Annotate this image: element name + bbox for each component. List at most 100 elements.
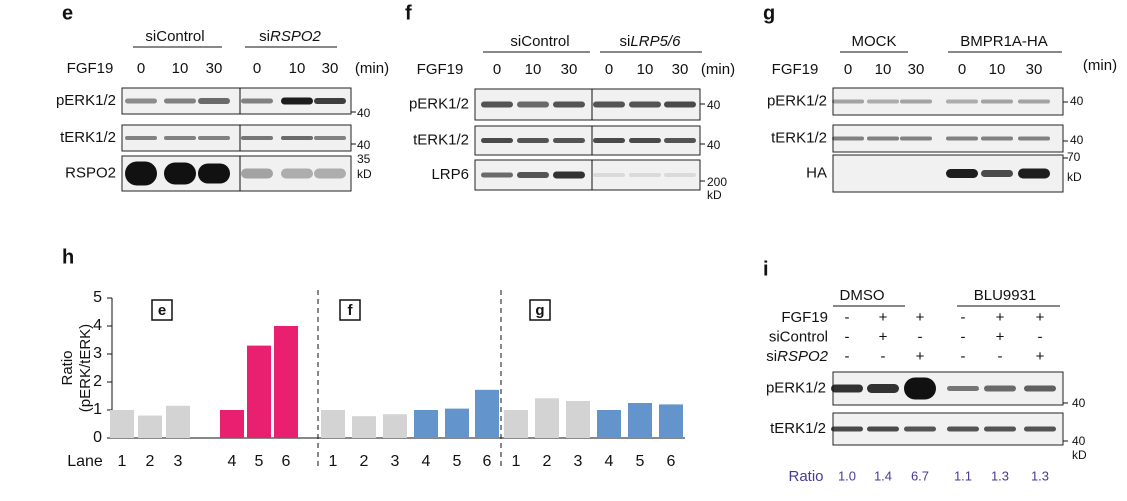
time-label: 30 [1026,61,1043,78]
bar [475,389,499,438]
band [481,101,513,108]
unit-label: (min) [1083,57,1117,74]
group-label: g [535,302,544,319]
marker-label: 40 [707,98,721,112]
x-tick-label: 3 [174,453,183,470]
x-tick-label: 5 [636,453,645,470]
group-label: siControl [510,33,569,50]
row-label: pERK1/2 [766,379,826,396]
band [1018,168,1050,179]
band [831,426,863,432]
time-label: 10 [289,60,306,77]
marker-label: kD [357,167,372,181]
bar [138,415,162,438]
band [198,136,230,140]
group-label: siLRP5/6 [620,33,682,50]
band [629,101,661,108]
gene: LRP5/6 [630,33,681,50]
gene: RSPO2 [270,28,322,45]
row-label: tERK1/2 [413,131,469,148]
band [553,138,585,143]
condition-sign: - [845,309,850,326]
time-label: 10 [172,60,189,77]
y-tick-label: 4 [93,317,102,334]
band [831,384,863,393]
time-label: 10 [637,61,654,78]
row-label: tERK1/2 [771,129,827,146]
group-box [339,299,361,321]
prefix: si [259,28,270,45]
x-tick-label: 6 [667,453,676,470]
bar [628,403,652,438]
x-tick-label: 1 [512,453,521,470]
band [481,172,513,178]
band [867,136,899,141]
condition-sign: - [845,348,850,365]
band [1018,99,1050,104]
panel-label: g [763,2,775,24]
time-label: 10 [875,61,892,78]
band [867,426,899,432]
group-label: e [158,302,166,319]
ratio-value: 6.7 [911,468,929,483]
ratio-value: 1.0 [838,468,856,483]
band [984,426,1016,432]
band [553,171,585,179]
band [517,172,549,178]
group-label: DMSO [840,287,885,304]
band [593,173,625,177]
marker-label: kD [1072,448,1087,462]
time-label: 0 [605,61,613,78]
treatment-label: FGF19 [67,60,114,77]
band [867,99,899,104]
bar [352,416,376,438]
treatment-label: FGF19 [417,61,464,78]
x-tick-label: 4 [228,453,237,470]
y-tick-label: 2 [93,373,102,390]
marker-label: 40 [1072,396,1086,410]
bar [274,326,298,438]
band [164,98,196,104]
time-label: 10 [989,61,1006,78]
marker-label: 200 [707,175,727,189]
group-label: f [348,302,354,319]
x-tick-label: 3 [391,453,400,470]
bar [504,410,528,438]
band [664,173,696,177]
row-label: RSPO2 [65,164,116,181]
band [281,97,313,105]
marker-label: 40 [357,138,371,152]
band [281,168,313,179]
condition-label: FGF19 [781,309,828,326]
time-label: 30 [672,61,689,78]
x-tick-label: 1 [118,453,127,470]
x-axis-title: Lane [67,453,103,470]
row-label: tERK1/2 [60,129,116,146]
band [481,138,513,143]
ratio-value: 1.3 [1031,468,1049,483]
marker-label: kD [707,188,722,202]
band [947,386,979,391]
band [832,136,864,141]
band [198,98,230,104]
band [1024,426,1056,432]
bar [247,345,271,438]
y-tick-label: 1 [93,401,102,418]
band [629,173,661,177]
x-tick-label: 4 [422,453,431,470]
bar [659,404,683,438]
condition-sign: - [881,348,886,365]
bar [535,398,559,438]
band [946,99,978,104]
condition-sign: + [996,309,1005,326]
group-label: siControl [145,28,204,45]
band [981,170,1013,177]
condition-sign: + [916,348,925,365]
x-tick-label: 6 [483,453,492,470]
treatment-label: FGF19 [772,61,819,78]
band [1024,385,1056,392]
bar [383,414,407,438]
x-tick-label: 5 [453,453,462,470]
